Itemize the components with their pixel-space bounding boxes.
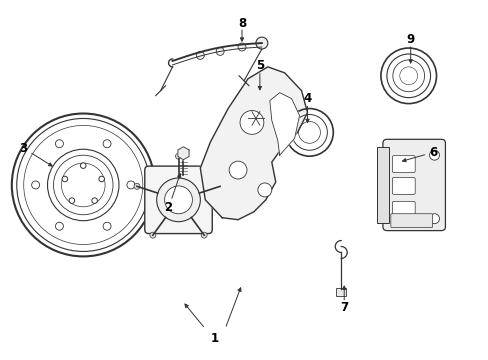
Text: 1: 1	[211, 332, 219, 345]
FancyBboxPatch shape	[391, 156, 414, 172]
Polygon shape	[200, 67, 307, 220]
Circle shape	[103, 140, 111, 148]
Circle shape	[216, 48, 224, 55]
FancyBboxPatch shape	[391, 177, 414, 194]
Polygon shape	[269, 93, 299, 155]
Circle shape	[62, 176, 67, 182]
Circle shape	[55, 140, 63, 148]
Circle shape	[238, 43, 245, 51]
Text: 4: 4	[303, 92, 311, 105]
Circle shape	[428, 214, 439, 224]
Circle shape	[255, 37, 267, 49]
Text: 2: 2	[164, 201, 172, 214]
Polygon shape	[178, 147, 189, 159]
Text: 9: 9	[406, 33, 414, 46]
Text: 3: 3	[20, 142, 28, 155]
Circle shape	[217, 183, 223, 189]
Text: 8: 8	[237, 17, 245, 30]
Circle shape	[92, 198, 97, 203]
Circle shape	[164, 186, 192, 214]
Circle shape	[257, 183, 271, 197]
Bar	[336, 288, 346, 296]
Circle shape	[55, 222, 63, 230]
Circle shape	[229, 161, 246, 179]
Circle shape	[103, 222, 111, 230]
Circle shape	[149, 232, 156, 238]
Circle shape	[69, 198, 75, 203]
Text: 7: 7	[340, 301, 347, 314]
Circle shape	[201, 232, 207, 238]
FancyBboxPatch shape	[144, 166, 212, 234]
Circle shape	[156, 178, 200, 222]
Circle shape	[32, 181, 40, 189]
FancyBboxPatch shape	[391, 201, 414, 218]
Circle shape	[175, 153, 181, 159]
Circle shape	[99, 176, 104, 182]
Circle shape	[134, 183, 140, 189]
Text: 6: 6	[428, 146, 437, 159]
Circle shape	[428, 150, 439, 160]
Circle shape	[81, 163, 86, 168]
Circle shape	[127, 181, 135, 189]
FancyBboxPatch shape	[390, 214, 432, 228]
Circle shape	[196, 51, 204, 59]
FancyBboxPatch shape	[382, 139, 445, 231]
Bar	[376, 147, 388, 223]
Text: 5: 5	[255, 59, 264, 72]
Circle shape	[240, 111, 264, 134]
